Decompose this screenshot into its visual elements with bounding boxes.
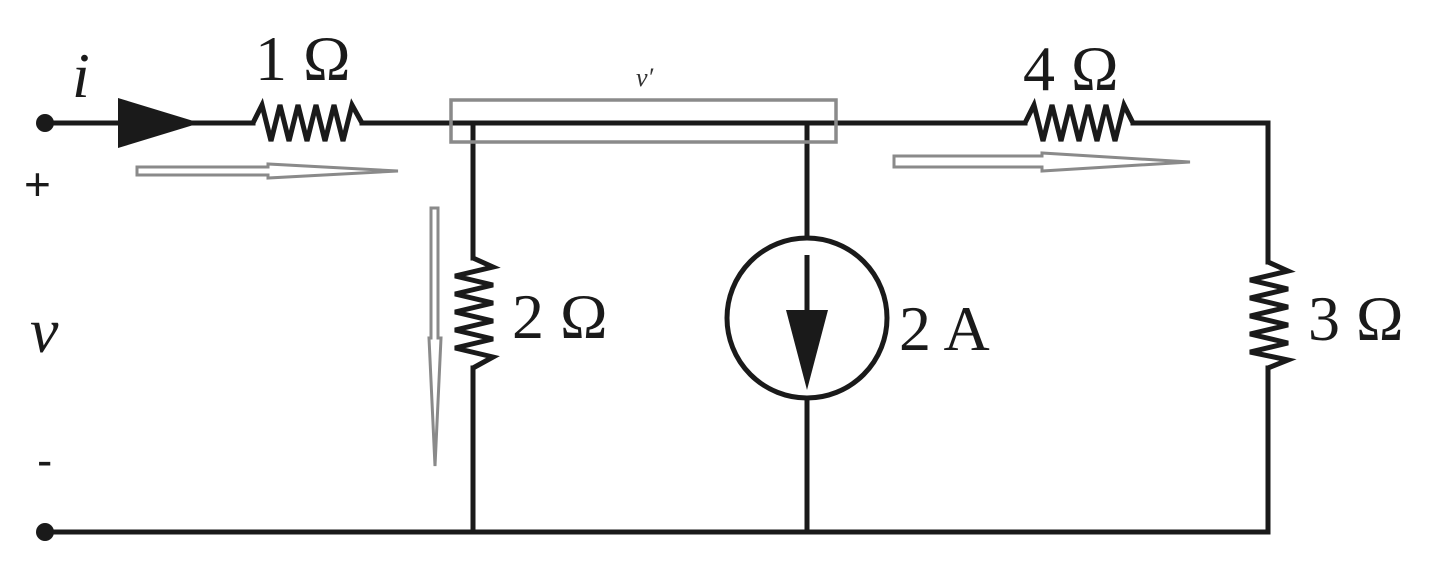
flow-arrow-right-icon	[892, 151, 1191, 173]
minus-sign: -	[37, 434, 52, 486]
resistor-1ohm-label: 1 Ω	[255, 23, 351, 94]
resistor-1ohm-icon	[250, 97, 365, 142]
node-label: v′	[636, 63, 654, 92]
node-highlight-box	[449, 98, 838, 144]
input-terminal-top	[36, 114, 54, 132]
current-arrow-icon	[118, 98, 200, 148]
resistor-4ohm-icon	[1022, 97, 1136, 142]
current-label: i	[72, 40, 90, 111]
resistor-4ohm-label: 4 Ω	[1023, 33, 1119, 104]
wires	[42, 120, 1271, 535]
resistor-3ohm-label: 3 Ω	[1308, 283, 1404, 354]
resistor-2ohm-icon	[454, 255, 501, 371]
current-source-label: 2 A	[899, 293, 990, 364]
resistor-3ohm-icon	[1249, 259, 1297, 371]
input-terminal-bottom	[36, 523, 54, 541]
current-source-icon	[724, 235, 890, 401]
plus-sign: +	[24, 158, 51, 210]
voltage-label: v	[30, 295, 59, 366]
flow-arrow-down-icon	[427, 206, 443, 467]
resistor-2ohm-label: 2 Ω	[512, 281, 608, 352]
flow-arrow-left-icon	[135, 162, 399, 180]
